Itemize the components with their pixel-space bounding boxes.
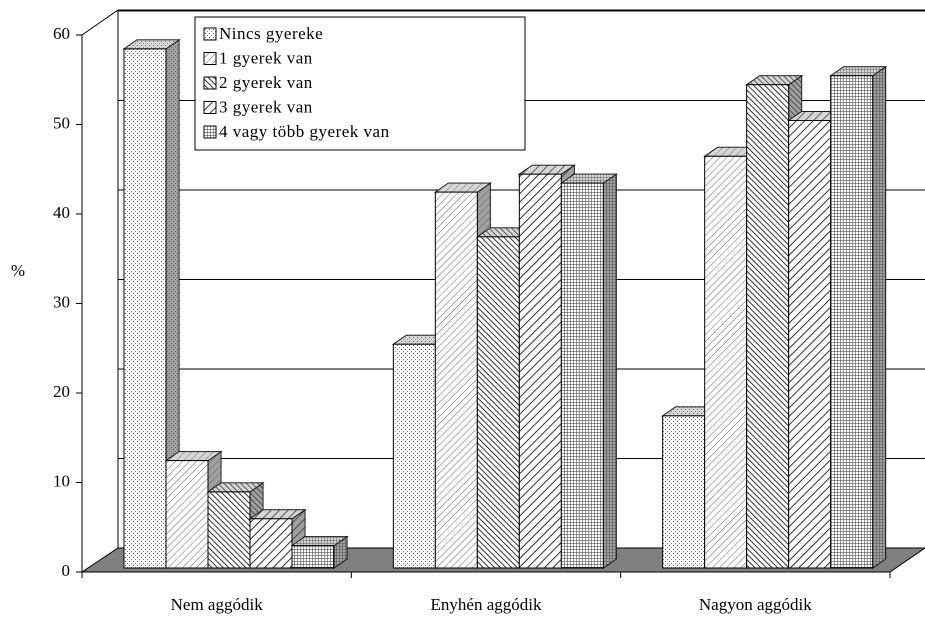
y-tick-label: 20 (53, 382, 70, 401)
y-tick-label: 0 (62, 561, 71, 580)
legend (194, 16, 526, 151)
bar-top-shade (435, 183, 491, 193)
bar (746, 84, 790, 569)
y-tick-label: 50 (53, 113, 70, 132)
bar (476, 236, 520, 569)
bar (165, 460, 209, 569)
bar-side-shade (603, 174, 617, 568)
bar-top-shade (250, 509, 305, 519)
legend-swatch (203, 125, 217, 139)
bar-side-shade (166, 39, 179, 568)
legend-swatch (203, 101, 217, 114)
bar (788, 120, 832, 569)
bar-top-shade (477, 227, 533, 237)
bar (392, 343, 436, 569)
bar (704, 155, 748, 569)
y-tick-label: 40 (53, 203, 70, 222)
bar (207, 491, 251, 569)
bar-top-shade (124, 39, 179, 49)
legend-swatch (203, 76, 217, 90)
bar (123, 48, 167, 569)
bar-top-shade (208, 482, 263, 492)
legend-swatch (203, 52, 217, 65)
legend-label: Nincs gyereke (219, 24, 323, 43)
legend-label: 4 vagy több gyerek van (219, 122, 390, 141)
bar-top-shade (830, 66, 886, 76)
y-tick-label: 60 (53, 24, 70, 43)
bar-top-shade (292, 536, 347, 546)
bar-side-shade (872, 66, 886, 568)
bar-top-shade (788, 111, 844, 121)
bar (830, 75, 874, 569)
x-tick-label: Nem aggódik (171, 595, 264, 614)
legend-swatch (203, 27, 217, 41)
y-tick-label: 10 (53, 471, 70, 490)
legend-label: 1 gyerek van (219, 48, 313, 67)
legend-label: 2 gyerek van (219, 73, 313, 92)
x-tick-label: Nagyon aggódik (699, 595, 812, 614)
bar-top-shade (166, 451, 221, 461)
legend-label: 3 gyerek van (219, 97, 313, 116)
bar-top-shade (704, 147, 760, 157)
bar (291, 545, 335, 569)
bar-top-shade (519, 165, 575, 175)
bar (434, 191, 478, 569)
y-axis-label: % (11, 261, 25, 280)
bar (249, 518, 293, 569)
bar-top-shade (746, 75, 802, 85)
bar-top-shade (561, 174, 617, 184)
bar-top-shade (662, 406, 718, 416)
bar (518, 173, 562, 569)
bar-side-shade (334, 536, 347, 568)
bar-top-shade (393, 335, 449, 345)
y-tick-label: 30 (53, 292, 70, 311)
bar (662, 415, 706, 569)
bar (560, 182, 604, 569)
x-tick-label: Enyhén aggódik (431, 595, 542, 614)
